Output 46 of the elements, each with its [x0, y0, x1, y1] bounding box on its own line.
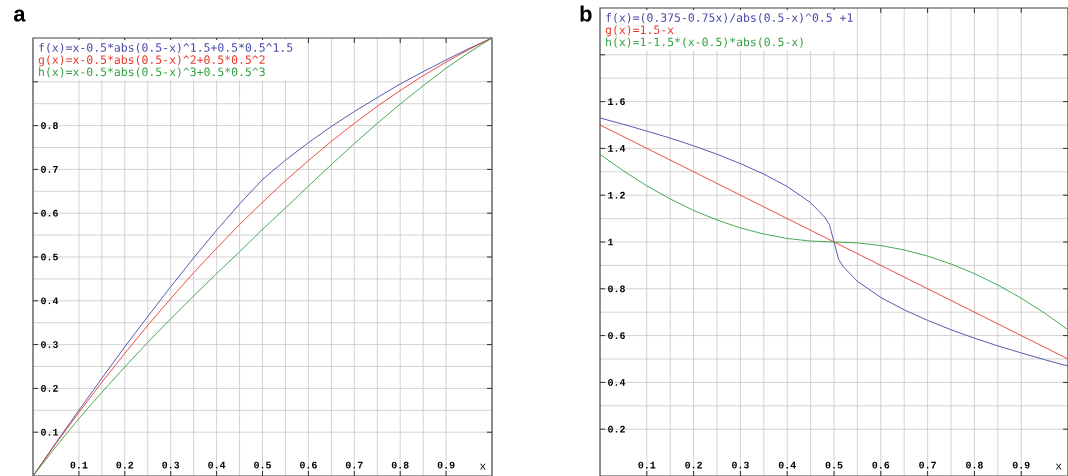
y-tick-label: 0.8 [608, 285, 625, 293]
x-tick-label: 0.1 [70, 461, 88, 469]
y-tick-label: 1.6 [608, 98, 625, 105]
text: f(x)=(0.375-0.75x)/abs(0.5-x)^0.5 +1 [606, 13, 853, 24]
x-tick-label: 0.7 [919, 461, 936, 469]
y-tick-label: 0.6 [608, 332, 625, 339]
x-tick-label: 0.2 [685, 461, 702, 469]
text: g(x)=1.5-x [605, 25, 674, 37]
x-tick-label: 0.9 [1012, 461, 1030, 469]
x-tick-label: 0.7 [345, 461, 363, 469]
y-tick-label: 0.4 [608, 379, 626, 386]
text: h(x)=x-0.5*abs(0.5-x)^3+0.5*0.5^3 [39, 67, 265, 78]
y-tick-label: 1 [608, 238, 614, 246]
text: g(x)=x-0.5*abs(0.5-x)^2+0.5*0.5^2 [38, 55, 265, 67]
x-tick-label: 0.4 [778, 461, 796, 469]
y-tick-label: 0.2 [41, 385, 58, 392]
chart-title: a [13, 9, 26, 22]
x-tick-label: 0.5 [254, 461, 271, 469]
x-axis-title: x [1055, 463, 1062, 470]
y-tick-label: 0.1 [41, 428, 59, 436]
x-tick-label: 0.6 [300, 461, 317, 469]
text: f(x)=x-0.5*abs(0.5-x)^1.5+0.5*0.5^1.5 [39, 42, 293, 54]
y-tick-label: 1.2 [608, 191, 625, 199]
x-tick-label: 0.2 [116, 461, 134, 469]
chart-title: b [580, 5, 592, 22]
x-tick-label: 0.5 [825, 461, 843, 469]
x-tick-label: 0.9 [437, 461, 455, 469]
text: h(x)=1-1.5*(x-0.5)*abs(0.5-x) [606, 37, 803, 48]
x-axis-title: x [480, 463, 486, 470]
x-tick-label: 0.3 [162, 461, 180, 469]
x-tick-label: 0.3 [732, 461, 749, 469]
y-tick-label: 0.5 [41, 253, 58, 261]
y-tick-label: 0.8 [41, 122, 58, 129]
y-tick-label: 0.7 [41, 166, 58, 173]
line-series [599, 153, 1068, 331]
x-tick-label: 0.8 [966, 461, 983, 469]
x-tick-label: 0.4 [208, 461, 226, 469]
y-tick-label: 0.4 [41, 297, 59, 305]
y-tick-label: 1.4 [608, 145, 626, 152]
line-series [32, 37, 493, 476]
x-tick-label: 0.1 [638, 461, 656, 469]
y-tick-label: 0.2 [608, 425, 625, 433]
y-tick-label: 0.3 [41, 341, 58, 348]
x-tick-label: 0.8 [391, 461, 409, 469]
x-tick-label: 0.6 [872, 461, 890, 469]
y-tick-label: 0.6 [41, 209, 58, 217]
